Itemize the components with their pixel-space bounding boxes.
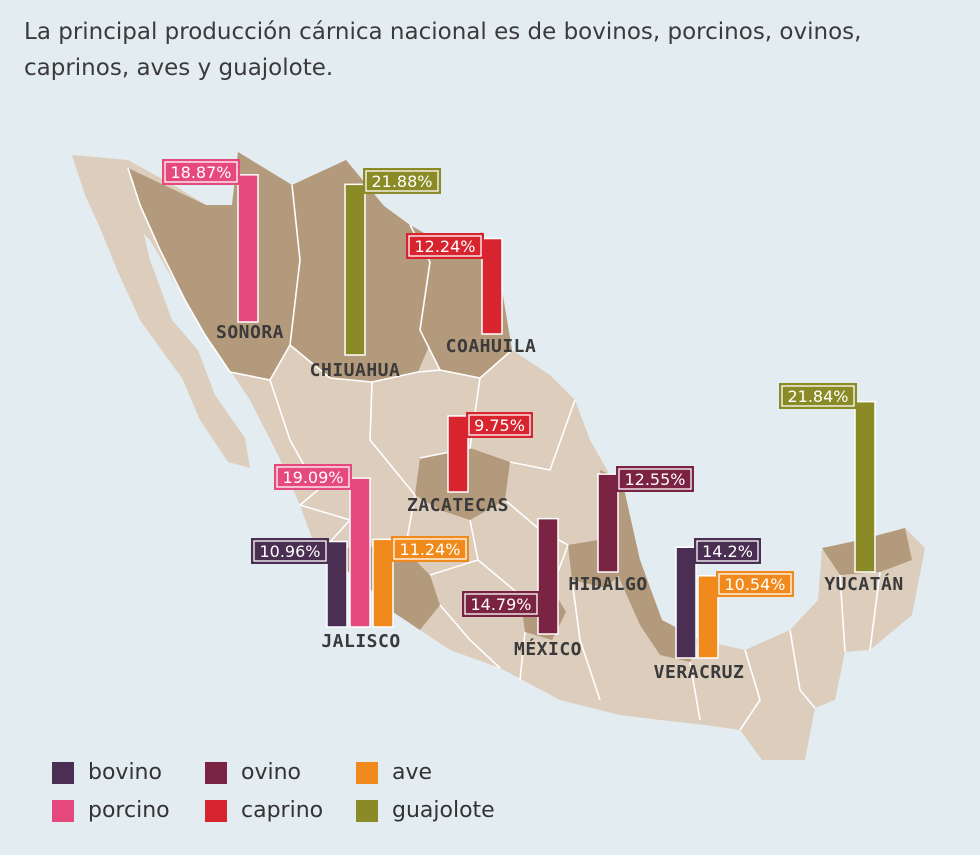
value-tag-border: [468, 414, 531, 436]
bar-guajolote: 21.88%: [344, 168, 441, 356]
state-labels-layer: SONORA CHIUAHUA COAHUILA ZACATECAS JALISCO MÉ…: [216, 322, 903, 683]
value-label: 18.87%: [170, 163, 231, 182]
value-tag: [462, 591, 540, 617]
bar-rect: [697, 575, 719, 659]
state-label: SONORA: [216, 322, 284, 343]
value-label: 21.88%: [371, 172, 432, 191]
legend-swatch: [356, 762, 378, 784]
baja-california-shape: [72, 155, 250, 468]
value-tag: [406, 233, 484, 259]
value-label: 10.96%: [259, 542, 320, 561]
bar-ovino: 14.79%: [462, 517, 559, 635]
value-tag-border: [365, 170, 439, 192]
bar-bovino: 14.2%: [675, 538, 761, 659]
value-tag-border: [393, 538, 467, 560]
bar-rect: [344, 183, 366, 356]
legend-swatch: [205, 762, 227, 784]
value-tag-border: [464, 593, 538, 615]
value-label: 11.24%: [399, 540, 460, 559]
value-tag-border: [164, 161, 238, 183]
legend-swatch: [205, 800, 227, 822]
value-label: 9.75%: [474, 416, 525, 435]
bar-bovino: 10.96%: [251, 538, 348, 628]
value-tag: [616, 466, 694, 492]
legend-label: guajolote: [392, 798, 495, 823]
value-tag-border: [781, 385, 855, 407]
value-tag-border: [618, 468, 692, 490]
legend-swatch: [52, 800, 74, 822]
legend-label: caprino: [241, 798, 324, 823]
bar-ave: 10.54%: [697, 571, 794, 659]
bar-caprino: 12.24%: [406, 233, 503, 335]
map-title: La principal producción cárnica nacional…: [24, 19, 862, 81]
value-tag: [251, 538, 329, 564]
value-tag-border: [276, 466, 350, 488]
bar-rect: [675, 546, 697, 659]
bar-rect: [447, 415, 469, 493]
legend-label: ovino: [241, 760, 301, 785]
veracruz-shape: [600, 470, 700, 662]
value-tag-border: [696, 540, 759, 562]
legend-label: bovino: [88, 760, 162, 785]
legend-swatch: [52, 762, 74, 784]
state-label: MÉXICO: [514, 638, 582, 660]
value-label: 14.79%: [470, 595, 531, 614]
bar-rect: [372, 538, 394, 628]
value-tag: [779, 383, 857, 409]
value-label: 19.09%: [282, 468, 343, 487]
legend-label: porcino: [88, 798, 170, 823]
value-tag: [391, 536, 469, 562]
value-tag-border: [253, 540, 327, 562]
bar-rect: [237, 174, 259, 323]
bar-rect: [854, 400, 876, 573]
bar-caprino: 9.75%: [447, 412, 533, 493]
value-tag: [694, 538, 761, 564]
bar-porcino: 19.09%: [274, 464, 371, 628]
sonora-shape: [128, 152, 300, 380]
legend-swatch: [356, 800, 378, 822]
state-label: VERACRUZ: [654, 662, 745, 683]
value-label: 10.54%: [724, 575, 785, 594]
bar-rect: [537, 517, 559, 635]
bar-rect: [597, 473, 619, 573]
bar-porcino: 18.87%: [162, 159, 259, 323]
value-tag-border: [408, 235, 482, 257]
value-label: 14.2%: [702, 542, 753, 561]
value-tag: [466, 412, 533, 438]
legend-label: ave: [392, 760, 433, 785]
bar-rect: [326, 540, 348, 628]
value-tag-border: [718, 573, 792, 595]
state-label: YUCATÁN: [824, 573, 903, 595]
value-tag: [162, 159, 240, 185]
state-label: HIDALGO: [568, 574, 647, 595]
value-label: 21.84%: [787, 387, 848, 406]
bar-ave: 11.24%: [372, 536, 469, 628]
bar-rect: [349, 477, 371, 628]
value-tag: [716, 571, 794, 597]
bars-layer: 18.87% 21.88% 12.24% 9.75% 10.96% 19.09% 11.24…: [162, 159, 876, 659]
bar-ovino: 12.55%: [597, 466, 694, 573]
state-label: ZACATECAS: [407, 495, 509, 516]
value-label: 12.55%: [624, 470, 685, 489]
value-tag: [363, 168, 441, 194]
value-label: 12.24%: [414, 237, 475, 256]
bar-guajolote: 21.84%: [779, 383, 876, 573]
state-label: JALISCO: [321, 631, 400, 652]
state-label: COAHUILA: [446, 336, 537, 357]
bar-rect: [481, 237, 503, 335]
value-tag: [274, 464, 352, 490]
state-label: CHIUAHUA: [310, 360, 401, 381]
